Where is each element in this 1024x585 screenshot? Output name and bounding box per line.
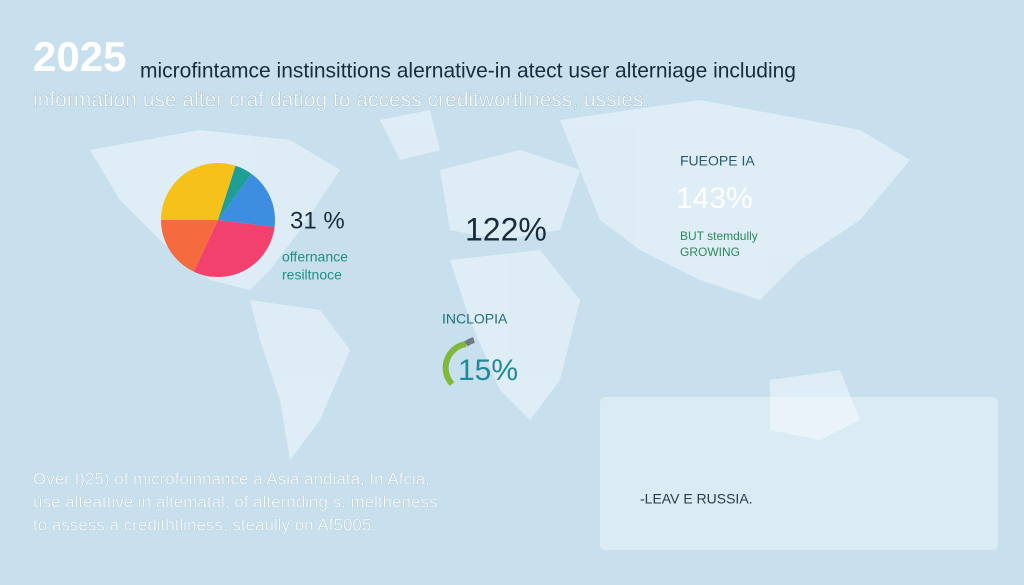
box-text: -LEAV E RUSSIA.	[640, 491, 753, 507]
pie-slice	[161, 163, 236, 220]
stat-text: BUT stemdully	[680, 229, 758, 243]
gauge	[442, 341, 467, 387]
stat-value: 143%	[676, 182, 753, 215]
title-line: information use alter craf datiog to acc…	[33, 89, 649, 112]
paragraph-line: use alteattive in altematal, of alterndi…	[33, 492, 437, 511]
pie-slice	[193, 220, 275, 277]
stat-value: 122%	[465, 211, 547, 247]
pie-slice	[161, 220, 218, 272]
stat-label: INCLOPIA	[442, 311, 508, 327]
stat-label: FUEOPE IA	[680, 153, 755, 169]
stat-value: 31 %	[290, 207, 345, 234]
info-box	[600, 397, 998, 550]
stat-text: resiltnoce	[282, 267, 342, 283]
stat-value: 15%	[458, 354, 518, 387]
title-line: microfintamce instinsittions alernative-…	[140, 60, 796, 83]
year: 2025	[33, 33, 126, 80]
paragraph-line: Over I)25) of microfoinnance a Asia andi…	[33, 469, 430, 488]
paragraph-line: to assess a credithtliness, steaully on …	[33, 515, 376, 534]
pie-chart	[161, 163, 275, 277]
pie-slice	[218, 165, 252, 220]
gauge	[464, 337, 475, 347]
stat-text: offernance	[282, 249, 348, 265]
stat-text: GROWING	[680, 245, 740, 259]
pie-slice	[218, 173, 275, 228]
